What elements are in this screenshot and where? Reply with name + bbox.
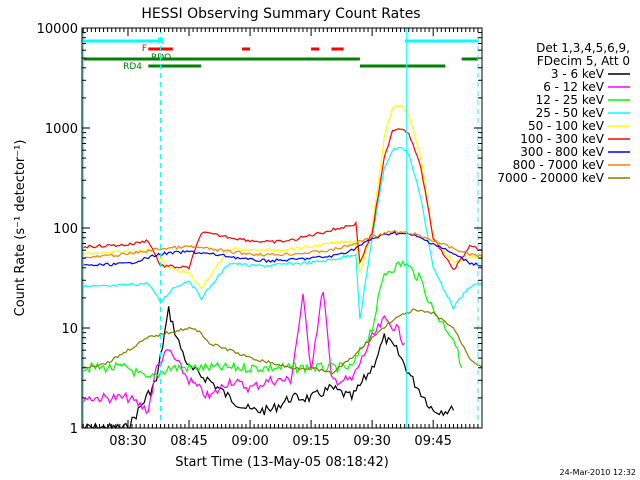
legend-entry-label: 7000 - 20000 keV: [497, 171, 604, 185]
flag-label: RDO: [151, 53, 171, 63]
series-line: [82, 260, 463, 379]
y-tick-label: 10: [61, 322, 78, 337]
legend-entry-label: 800 - 7000 keV: [513, 158, 605, 172]
y-tick-label: 1000: [45, 122, 78, 137]
series-line: [83, 231, 483, 267]
y-tick-label: 10000: [37, 22, 78, 37]
y-tick-label: 1: [70, 422, 78, 437]
legend-entry-label: 50 - 100 keV: [528, 119, 605, 133]
legend-header: FDecim 5, Att 0: [537, 54, 630, 68]
flag-label: F: [142, 44, 147, 54]
series-line: [83, 308, 483, 376]
flag-label: RD4: [123, 62, 142, 72]
legend-entry-label: 100 - 300 keV: [520, 132, 604, 146]
series-line: [82, 229, 483, 260]
legend-entry-label: 25 - 50 keV: [536, 106, 605, 120]
y-tick-label: 100: [53, 222, 78, 237]
legend-entry-label: 6 - 12 keV: [543, 80, 605, 94]
timestamp: 24-Mar-2010 12:32: [560, 468, 637, 477]
series-line: [82, 291, 405, 415]
x-axis: 08:30 08:45 09:00 09:15 09:30 09:45: [82, 28, 483, 449]
series-line: [83, 306, 455, 430]
series-lines: [82, 105, 483, 430]
legend-header: Det 1,3,4,5,6,9,: [536, 41, 630, 55]
x-tick-label: 09:45: [414, 434, 451, 449]
series-line: [82, 128, 483, 271]
y-axis-label: Count Rate (s⁻¹ detector⁻¹): [13, 140, 28, 317]
legend-entry-label: 12 - 25 keV: [536, 93, 605, 107]
series-line: [82, 147, 483, 320]
x-tick-label: 09:30: [353, 434, 390, 449]
x-tick-label: 08:30: [109, 434, 146, 449]
x-axis-label: Start Time (13-May-05 08:18:42): [175, 455, 389, 470]
y-axis: 1 10 100 1000 10000: [37, 22, 482, 437]
chart-title: HESSI Observing Summary Count Rates: [141, 6, 420, 22]
x-tick-label: 09:00: [231, 434, 268, 449]
legend: Det 1,3,4,5,6,9,FDecim 5, Att 03 - 6 keV…: [497, 41, 630, 185]
x-tick-label: 08:45: [170, 434, 207, 449]
legend-entry-label: 3 - 6 keV: [551, 67, 605, 81]
legend-entry-label: 300 - 800 keV: [520, 145, 604, 159]
x-tick-label: 09:15: [292, 434, 329, 449]
